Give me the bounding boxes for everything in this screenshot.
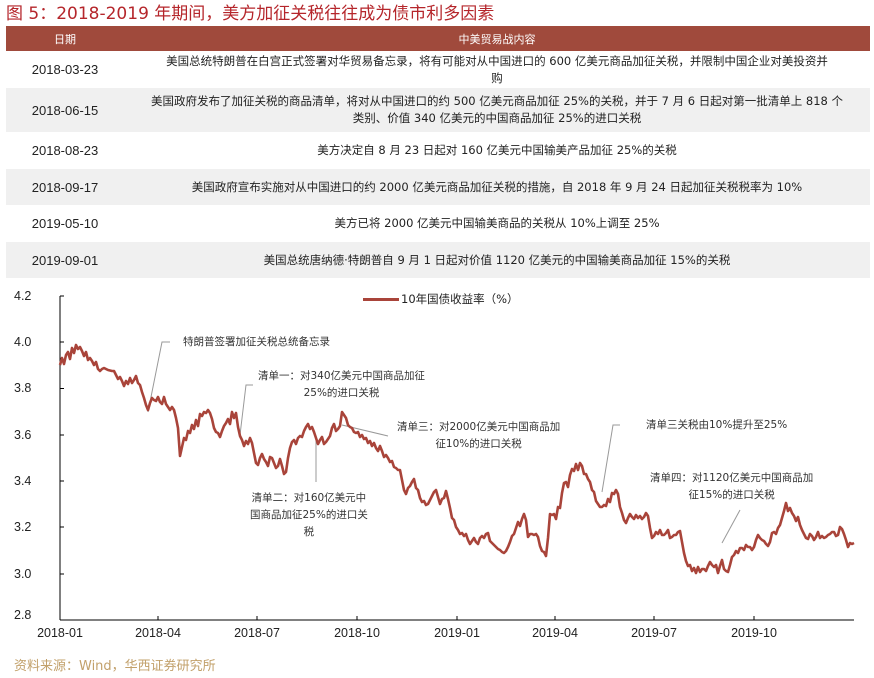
y-axis-ticks [60,295,64,575]
row-date: 2018-03-23 [6,51,124,88]
row-content: 美国总统唐纳德·特朗普自 9 月 1 日起对价值 1120 亿美元的中国输美商品… [124,242,870,278]
y-tick-label: 3.6 [14,428,32,442]
x-tick-label: 2019-10 [731,626,777,640]
x-tick-label: 2019-04 [532,626,578,640]
row-content: 美国政府宣布实施对从中国进口的约 2000 亿美元商品加征关税的措施，自 201… [124,169,870,205]
annotation-list-three-raise: 清单三关税由10%提升至25% [646,419,788,431]
source-note: 资料来源：Wind，华西证券研究所 [14,659,216,674]
trade-war-table: 日期 中美贸易战内容 2018-03-23 美国总统特朗普在白宫正式签署对华贸易… [6,26,870,278]
row-date: 2019-09-01 [6,242,124,278]
legend-line-swatch [363,297,399,301]
yield-line-chart [58,295,855,621]
annotation-list-four: 清单四：对1120亿美元中国商品加 征15%的进口关税 [650,472,814,501]
table-row: 2018-03-23 美国总统特朗普在白宫正式签署对华贸易备忘录，将有可能对从中… [6,51,870,88]
annotation-leaders [147,341,741,544]
column-header-date: 日期 [6,26,124,51]
y-tick-label: 3.0 [14,567,32,581]
legend-label: 10年国债收益率（%） [401,292,519,306]
y-tick-label: 4.0 [14,335,32,349]
annotation-list-one: 清单一：对340亿美元中国商品加征 25%的进口关税 [258,370,426,399]
row-date: 2019-05-10 [6,205,124,242]
table-row: 2018-06-15 美国政府发布了加征关税的商品清单，将对从中国进口的约 50… [6,88,870,132]
table-row: 2019-09-01 美国总统唐纳德·特朗普自 9 月 1 日起对价值 1120… [6,242,870,278]
row-content: 美国总统特朗普在白宫正式签署对华贸易备忘录，将有可能对从中国进口的 600 亿美… [124,51,870,88]
yield-series-line [58,343,855,575]
row-date: 2018-08-23 [6,132,124,169]
x-tick-label: 2018-07 [234,626,280,640]
column-header-content: 中美贸易战内容 [124,26,870,51]
row-content: 美国政府发布了加征关税的商品清单，将对从中国进口的约 500 亿美元商品加征 2… [124,88,870,132]
row-content: 美方决定自 8 月 23 日起对 160 亿美元中国输美产品加征 25%的关税 [124,132,870,169]
table-row: 2019-05-10 美方已将 2000 亿美元中国输美商品的关税从 10%上调… [6,205,870,242]
x-axis-ticks [157,616,755,620]
x-tick-label: 2018-01 [37,626,83,640]
y-tick-label: 3.4 [14,474,32,488]
table-row: 2018-08-23 美方决定自 8 月 23 日起对 160 亿美元中国输美产… [6,132,870,169]
chart-legend: 10年国债收益率（%） [363,291,519,307]
y-tick-label: 2.8 [14,608,32,622]
row-date: 2018-06-15 [6,88,124,132]
y-tick-label: 3.2 [14,520,32,534]
annotation-list-three: 清单三：对2000亿美元中国商品加 征10%的进口关税 [397,421,561,450]
annotation-memo: 特朗普签署加征关税总统备忘录 [183,336,330,348]
annotation-list-two: 清单二：对160亿美元中 国商品加征25%的进口关 税 [250,492,368,538]
row-content: 美方已将 2000 亿美元中国输美商品的关税从 10%上调至 25% [124,205,870,242]
x-tick-label: 2018-04 [135,626,181,640]
x-tick-label: 2019-01 [434,626,480,640]
y-tick-label: 4.2 [14,289,32,303]
x-tick-label: 2018-10 [334,626,380,640]
x-tick-label: 2019-07 [631,626,677,640]
y-tick-label: 3.8 [14,381,32,395]
row-date: 2018-09-17 [6,169,124,205]
figure-title: 图 5：2018-2019 年期间，美方加征关税往往成为债市利多因素 [6,4,495,24]
table-row: 2018-09-17 美国政府宣布实施对从中国进口的约 2000 亿美元商品加征… [6,169,870,205]
